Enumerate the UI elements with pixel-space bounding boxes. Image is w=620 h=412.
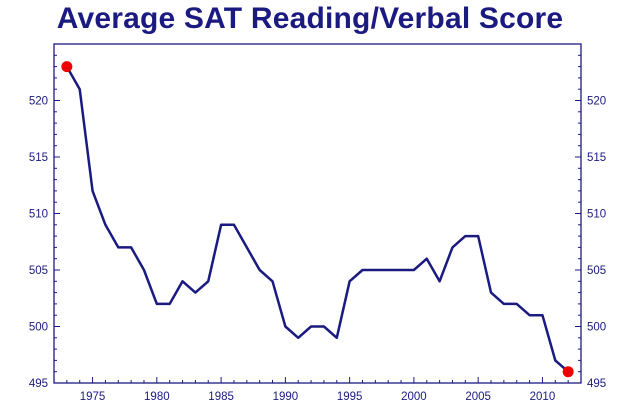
x-tick-label: 2010: [530, 391, 556, 403]
end-point: [562, 366, 574, 378]
plot-frame: [53, 43, 582, 384]
x-tick-label: 2000: [401, 391, 427, 403]
y-tick-label-right: 510: [587, 209, 606, 221]
x-tick-label: 1985: [208, 391, 234, 403]
y-tick-label-left: 495: [29, 378, 48, 390]
x-tick-label: 1975: [80, 391, 106, 403]
series-line: [65, 65, 569, 373]
y-tick-label-right: 520: [587, 96, 606, 108]
y-tick-label-left: 520: [29, 96, 48, 108]
y-tick-label-right: 500: [587, 322, 606, 334]
chart-title: Average SAT Reading/Verbal Score: [56, 2, 564, 35]
y-tick-label-right: 505: [587, 265, 606, 277]
x-tick-label: 2005: [465, 391, 491, 403]
y-tick-label-left: 505: [29, 265, 48, 277]
x-tick-label: 1990: [273, 391, 299, 403]
y-tick-label-left: 515: [29, 152, 48, 164]
x-tick-label: 1995: [337, 391, 363, 403]
x-tick-label: 1980: [144, 391, 170, 403]
y-tick-label-right: 515: [587, 152, 606, 164]
y-tick-label-right: 495: [587, 378, 606, 390]
start-point: [61, 61, 73, 73]
y-tick-label-left: 510: [29, 209, 48, 221]
y-tick-label-left: 500: [29, 322, 48, 334]
